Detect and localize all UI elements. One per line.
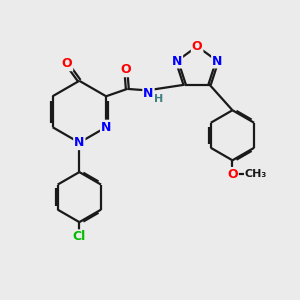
Text: O: O xyxy=(227,168,238,181)
Text: N: N xyxy=(212,55,223,68)
Text: N: N xyxy=(172,55,182,68)
Text: O: O xyxy=(62,57,72,70)
Text: H: H xyxy=(154,94,163,103)
Text: CH₃: CH₃ xyxy=(245,169,267,179)
Text: Cl: Cl xyxy=(73,230,86,243)
Text: N: N xyxy=(101,121,111,134)
Text: O: O xyxy=(121,63,131,76)
Text: O: O xyxy=(192,40,203,53)
Text: N: N xyxy=(74,136,85,149)
Text: N: N xyxy=(143,87,154,101)
